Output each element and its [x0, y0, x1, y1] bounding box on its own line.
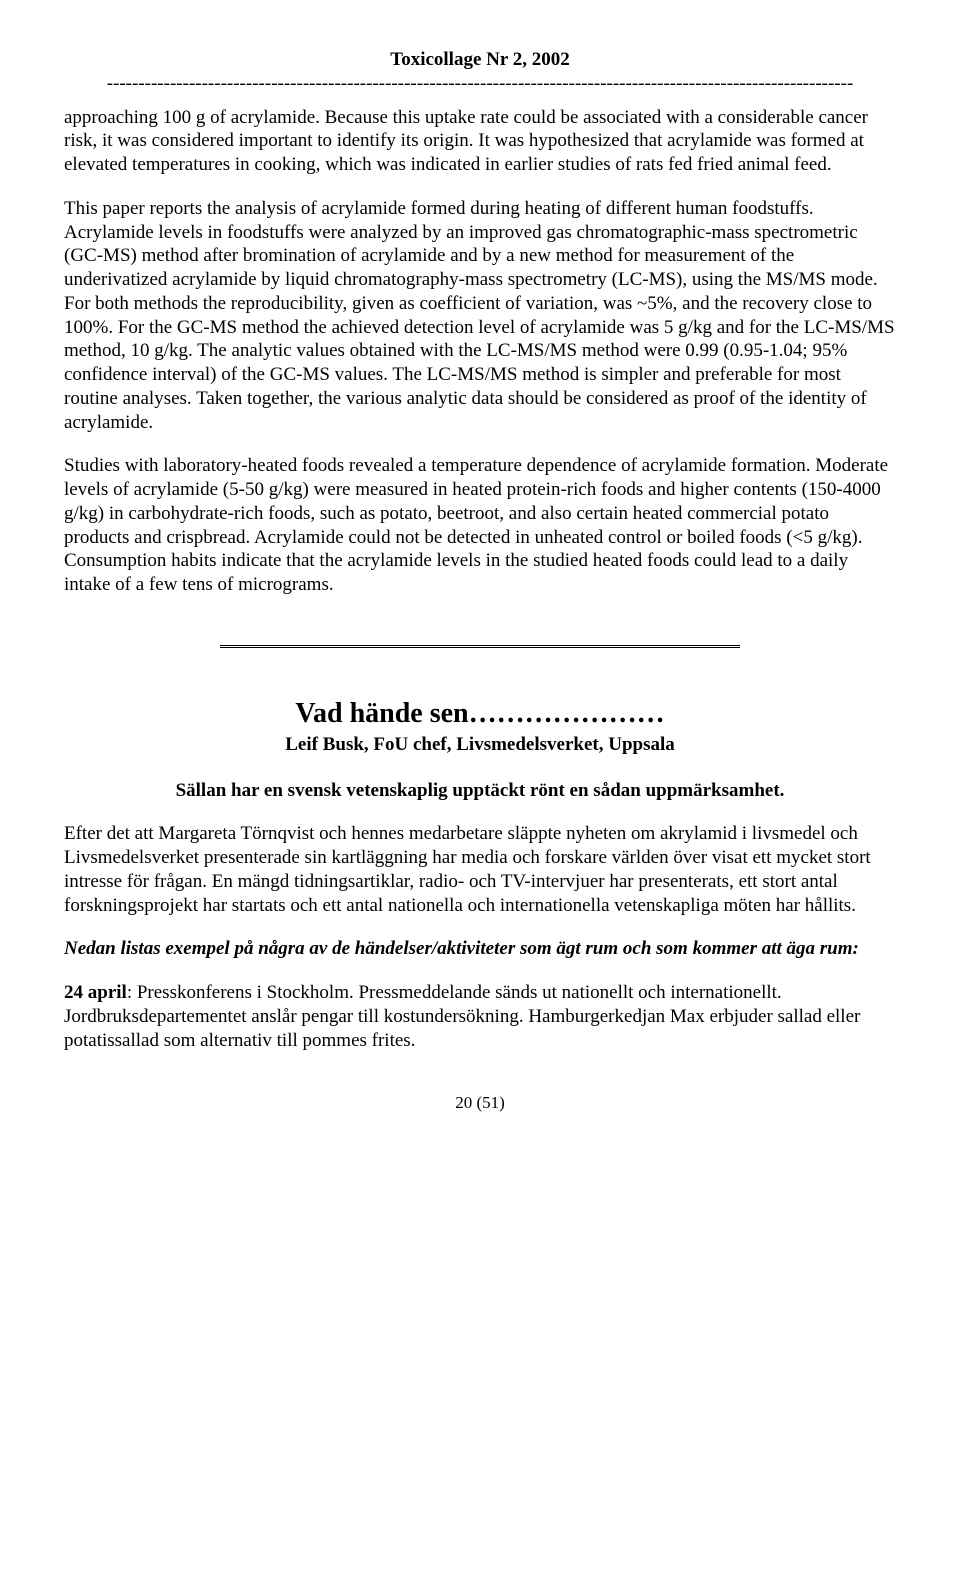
- section-divider: [220, 645, 740, 648]
- paragraph-2: This paper reports the analysis of acryl…: [64, 197, 896, 435]
- paragraph-5: Nedan listas exempel på några av de händ…: [64, 937, 896, 961]
- header-title: Toxicollage Nr 2, 2002: [64, 48, 896, 72]
- paragraph-4: Efter det att Margareta Törnqvist och he…: [64, 822, 896, 917]
- paragraph-1: approaching 100 g of acrylamide. Because…: [64, 106, 896, 177]
- section-subtitle: Leif Busk, FoU chef, Livsmedelsverket, U…: [64, 733, 896, 757]
- header-rule: ----------------------------------------…: [64, 72, 896, 96]
- paragraph-6: 24 april: Presskonferens i Stockholm. Pr…: [64, 981, 896, 1052]
- page-number: 20 (51): [64, 1092, 896, 1113]
- paragraph-6-text: : Presskonferens i Stockholm. Pressmedde…: [64, 982, 860, 1051]
- section-lead: Sällan har en svensk vetenskaplig upptäc…: [64, 779, 896, 803]
- paragraph-3: Studies with laboratory-heated foods rev…: [64, 454, 896, 597]
- section-title: Vad hände sen…………………: [64, 696, 896, 731]
- date-label: 24 april: [64, 982, 127, 1003]
